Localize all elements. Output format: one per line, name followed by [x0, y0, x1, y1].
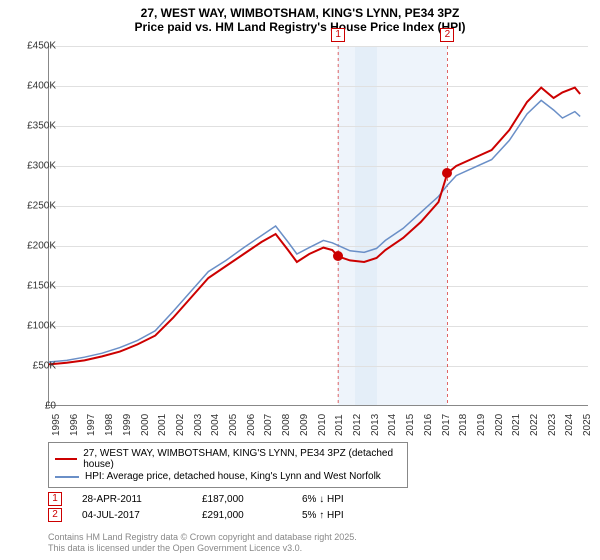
x-tick-label: 2019 — [476, 414, 487, 436]
legend-item: HPI: Average price, detached house, King… — [55, 471, 401, 482]
sale-marker-box: 1 — [331, 28, 345, 42]
sales-row-price: £291,000 — [202, 510, 282, 521]
sales-row-price: £187,000 — [202, 494, 282, 505]
x-tick-label: 2021 — [511, 414, 522, 436]
x-tick-label: 2004 — [210, 414, 221, 436]
sale-marker-dot — [442, 168, 452, 178]
sale-marker-dot — [333, 251, 343, 261]
x-tick-label: 2012 — [352, 414, 363, 436]
sales-row-marker: 1 — [48, 492, 62, 506]
x-tick-label: 2015 — [405, 414, 416, 436]
x-tick-label: 2001 — [157, 414, 168, 436]
legend-swatch — [55, 476, 79, 478]
x-tick-label: 2003 — [193, 414, 204, 436]
x-tick-label: 1998 — [104, 414, 115, 436]
x-tick-label: 2014 — [387, 414, 398, 436]
chart-title: 27, WEST WAY, WIMBOTSHAM, KING'S LYNN, P… — [0, 0, 600, 38]
x-tick-label: 2025 — [582, 414, 593, 436]
footer: Contains HM Land Registry data © Crown c… — [48, 532, 357, 554]
sales-row-date: 04-JUL-2017 — [82, 510, 182, 521]
x-tick-label: 2010 — [317, 414, 328, 436]
x-tick-label: 2020 — [494, 414, 505, 436]
legend: 27, WEST WAY, WIMBOTSHAM, KING'S LYNN, P… — [48, 442, 408, 488]
sales-table: 1 28-APR-2011 £187,000 6% ↓ HPI 2 04-JUL-2017… — [48, 490, 382, 524]
x-tick-label: 2016 — [423, 414, 434, 436]
chart-plot-area: 12 — [48, 46, 588, 406]
title-line-1: 27, WEST WAY, WIMBOTSHAM, KING'S LYNN, P… — [10, 6, 590, 20]
legend-item: 27, WEST WAY, WIMBOTSHAM, KING'S LYNN, P… — [55, 448, 401, 470]
x-tick-label: 2008 — [281, 414, 292, 436]
x-tick-label: 1999 — [122, 414, 133, 436]
chart-svg — [49, 46, 588, 405]
y-tick-label: £400K — [14, 81, 56, 92]
title-line-2: Price paid vs. HM Land Registry's House … — [10, 20, 590, 34]
x-tick-label: 2018 — [458, 414, 469, 436]
x-tick-label: 2024 — [564, 414, 575, 436]
y-tick-label: £350K — [14, 121, 56, 132]
x-tick-label: 2009 — [299, 414, 310, 436]
x-tick-label: 1997 — [86, 414, 97, 436]
sales-row: 2 04-JUL-2017 £291,000 5% ↑ HPI — [48, 508, 382, 522]
x-tick-label: 2023 — [547, 414, 558, 436]
x-tick-label: 2002 — [175, 414, 186, 436]
y-tick-label: £150K — [14, 281, 56, 292]
series-line — [49, 88, 580, 365]
sales-row: 1 28-APR-2011 £187,000 6% ↓ HPI — [48, 492, 382, 506]
y-tick-label: £50K — [14, 361, 56, 372]
y-tick-label: £100K — [14, 321, 56, 332]
sales-row-date: 28-APR-2011 — [82, 494, 182, 505]
x-tick-label: 2011 — [334, 414, 345, 436]
x-tick-label: 2017 — [441, 414, 452, 436]
sale-marker-box: 2 — [440, 28, 454, 42]
sales-row-diff: 6% ↓ HPI — [302, 494, 382, 505]
y-tick-label: £0 — [14, 401, 56, 412]
x-tick-label: 2007 — [263, 414, 274, 436]
footer-line-2: This data is licensed under the Open Gov… — [48, 543, 357, 554]
x-tick-label: 2022 — [529, 414, 540, 436]
y-tick-label: £200K — [14, 241, 56, 252]
legend-label: 27, WEST WAY, WIMBOTSHAM, KING'S LYNN, P… — [83, 448, 401, 470]
x-tick-label: 1995 — [51, 414, 62, 436]
x-tick-label: 1996 — [69, 414, 80, 436]
y-tick-label: £250K — [14, 201, 56, 212]
y-tick-label: £300K — [14, 161, 56, 172]
legend-label: HPI: Average price, detached house, King… — [85, 471, 381, 482]
x-tick-label: 2013 — [370, 414, 381, 436]
legend-swatch — [55, 458, 77, 460]
x-tick-label: 2006 — [246, 414, 257, 436]
x-tick-label: 2000 — [140, 414, 151, 436]
sales-row-diff: 5% ↑ HPI — [302, 510, 382, 521]
x-tick-label: 2005 — [228, 414, 239, 436]
sales-row-marker: 2 — [48, 508, 62, 522]
y-tick-label: £450K — [14, 41, 56, 52]
footer-line-1: Contains HM Land Registry data © Crown c… — [48, 532, 357, 543]
